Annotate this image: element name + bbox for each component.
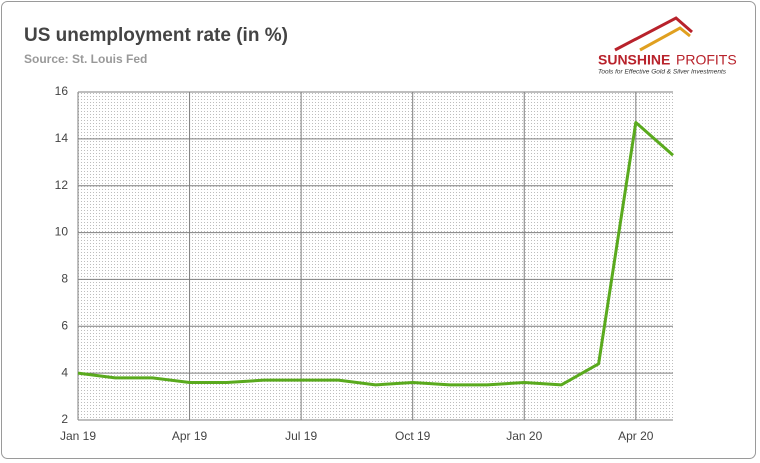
logo-roof bbox=[639, 26, 691, 52]
y-tick-label: 8 bbox=[61, 272, 68, 286]
y-tick-label: 12 bbox=[55, 178, 69, 192]
y-tick-label: 4 bbox=[61, 365, 68, 379]
logo-brand: SUNSHINE bbox=[598, 52, 670, 68]
data-line bbox=[77, 120, 674, 387]
logo-tagline: Tools for Effective Gold & Silver Invest… bbox=[598, 69, 727, 76]
logo-roof bbox=[614, 16, 693, 52]
y-tick-label: 16 bbox=[55, 84, 69, 98]
logo-brand: PROFITS bbox=[676, 52, 737, 68]
y-tick-label: 2 bbox=[61, 412, 68, 426]
chart-title: US unemployment rate (in %) bbox=[24, 25, 288, 46]
x-tick-label: Jul 19 bbox=[285, 429, 317, 443]
x-tick-label: Oct 19 bbox=[395, 429, 431, 443]
x-tick-label: Jan 20 bbox=[506, 429, 542, 443]
y-tick-label: 14 bbox=[55, 131, 69, 145]
x-tick-label: Apr 20 bbox=[618, 429, 654, 443]
y-tick-label: 10 bbox=[55, 225, 69, 239]
plot-area bbox=[78, 92, 673, 420]
y-tick-label: 6 bbox=[61, 318, 68, 332]
logo: SUNSHINE PROFITS Tools for Effective Gol… bbox=[598, 16, 737, 76]
x-tick-label: Apr 19 bbox=[172, 429, 208, 443]
x-tick-label: Jan 19 bbox=[60, 429, 96, 443]
chart-subtitle: Source: St. Louis Fed bbox=[24, 52, 147, 66]
